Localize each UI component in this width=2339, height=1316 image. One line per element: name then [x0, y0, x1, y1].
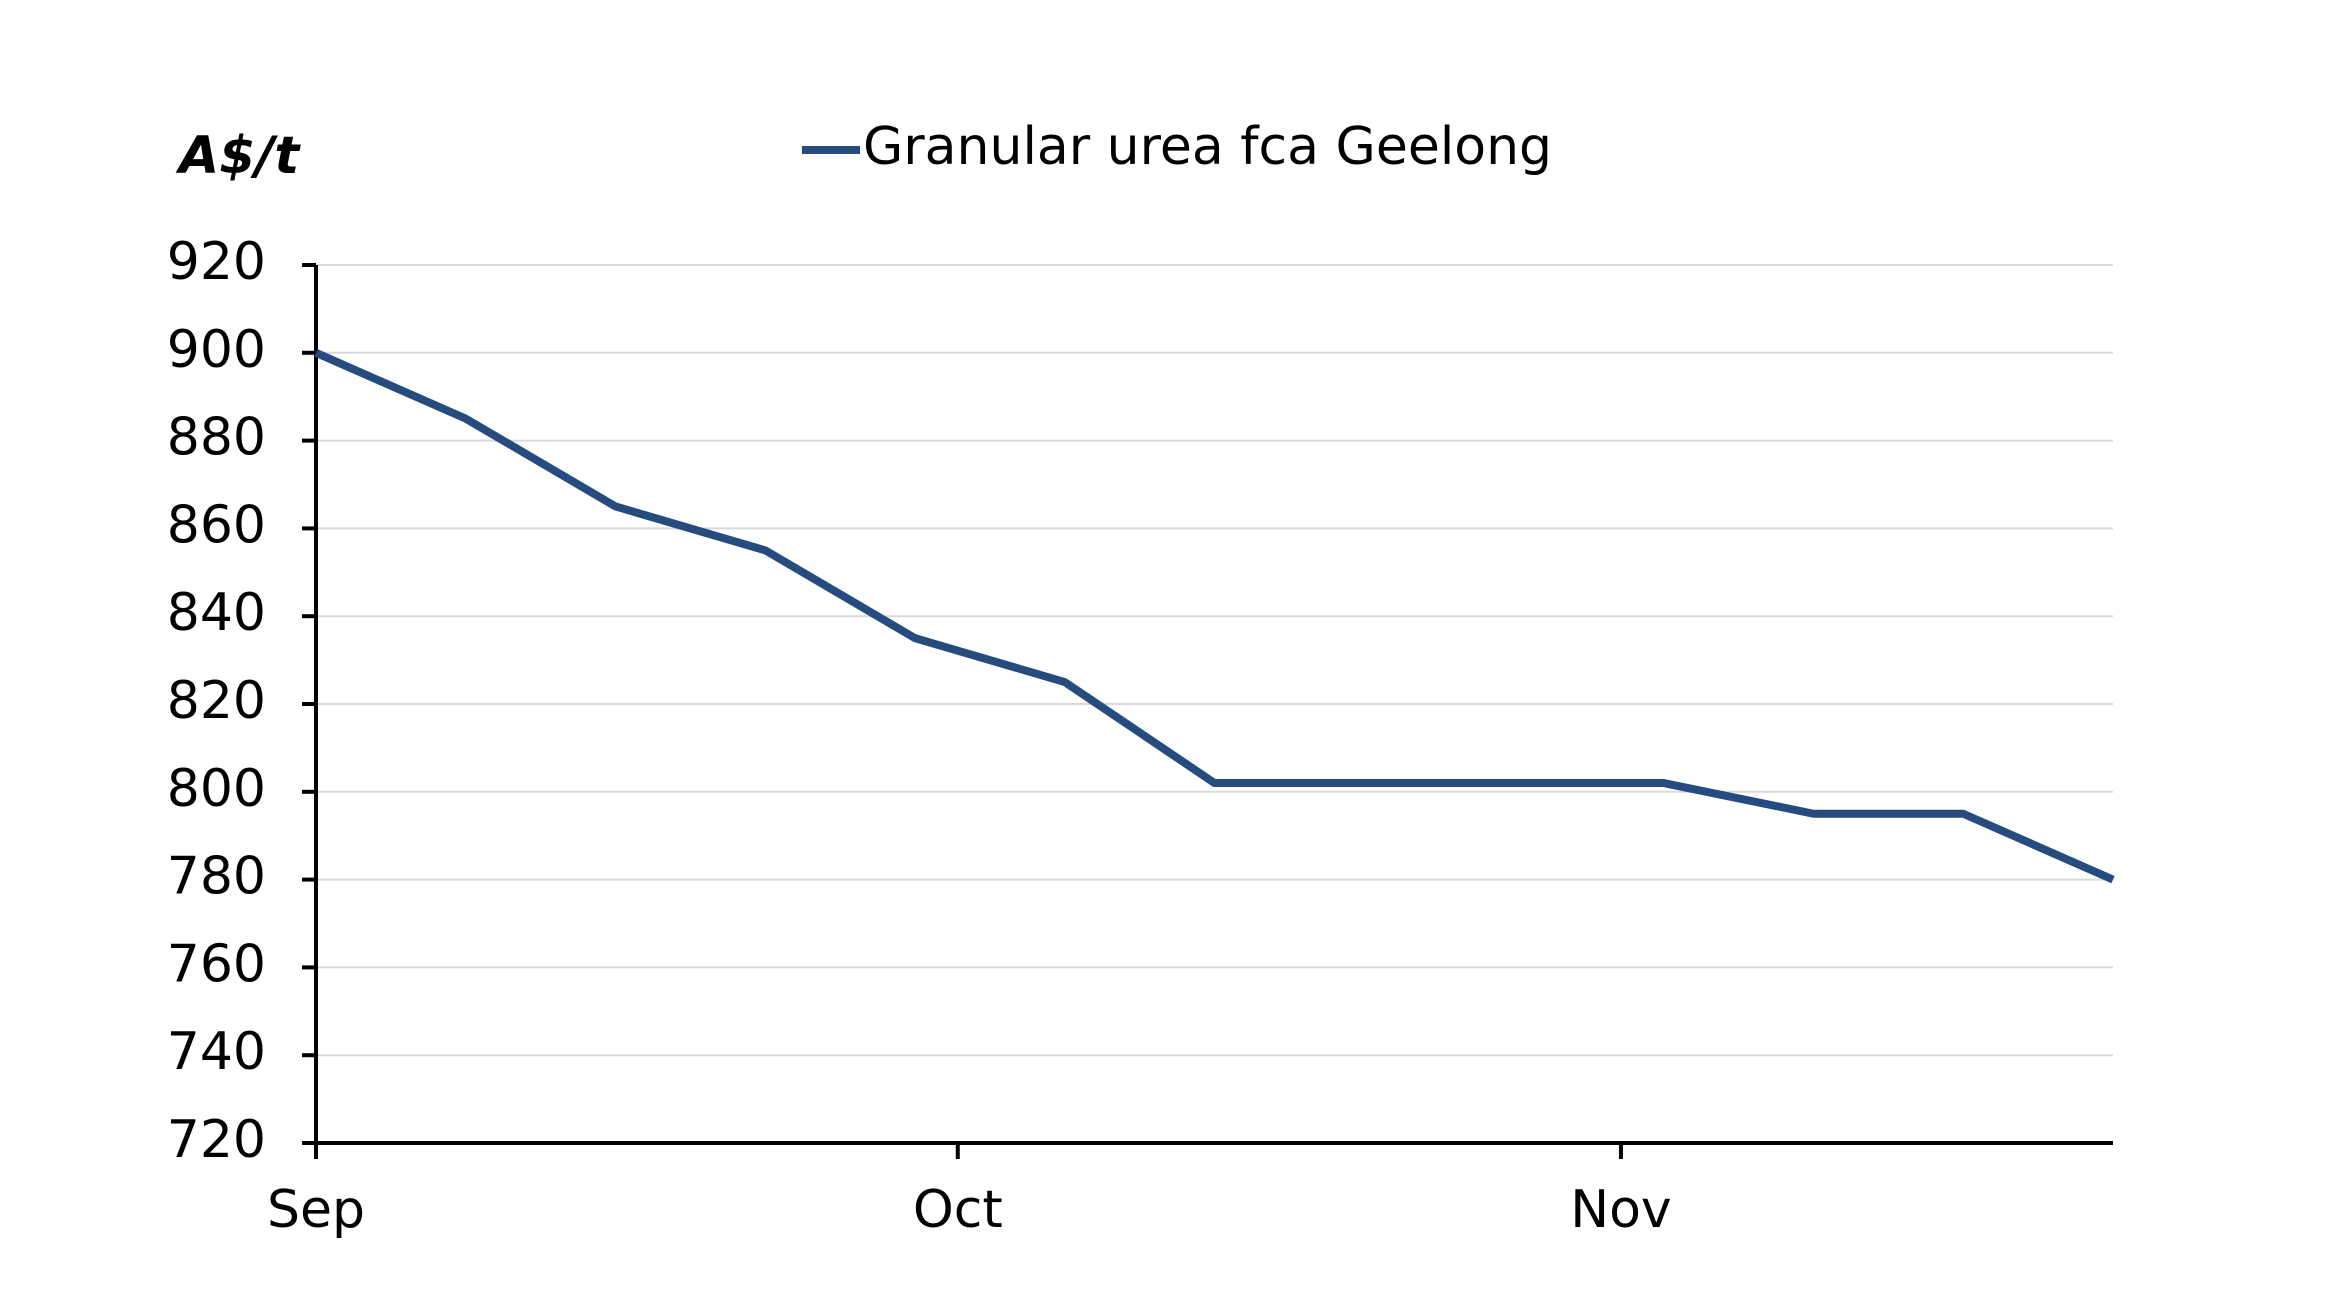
legend-label: Granular urea fca Geelong	[863, 117, 1552, 177]
y-tick-label: 900	[167, 320, 266, 380]
y-tick-label: 720	[167, 1110, 266, 1170]
y-tick-label: 800	[167, 759, 266, 819]
y-tick-label: 840	[167, 583, 266, 643]
x-tick-label: Oct	[913, 1180, 1003, 1240]
y-axis-label: A$/t	[175, 126, 301, 186]
y-tick-label: 820	[167, 671, 266, 731]
y-tick-label: 760	[167, 934, 266, 994]
line	[314, 349, 2115, 884]
x-tick-label: Sep	[267, 1180, 365, 1240]
y-tick-label: 880	[167, 408, 266, 468]
y-tick-label: 780	[167, 847, 266, 907]
x-tick-label: Nov	[1570, 1180, 1672, 1240]
y-tick-label: 860	[167, 495, 266, 555]
y-tick-label: 740	[167, 1022, 266, 1082]
y-tick-label: 920	[167, 232, 266, 292]
